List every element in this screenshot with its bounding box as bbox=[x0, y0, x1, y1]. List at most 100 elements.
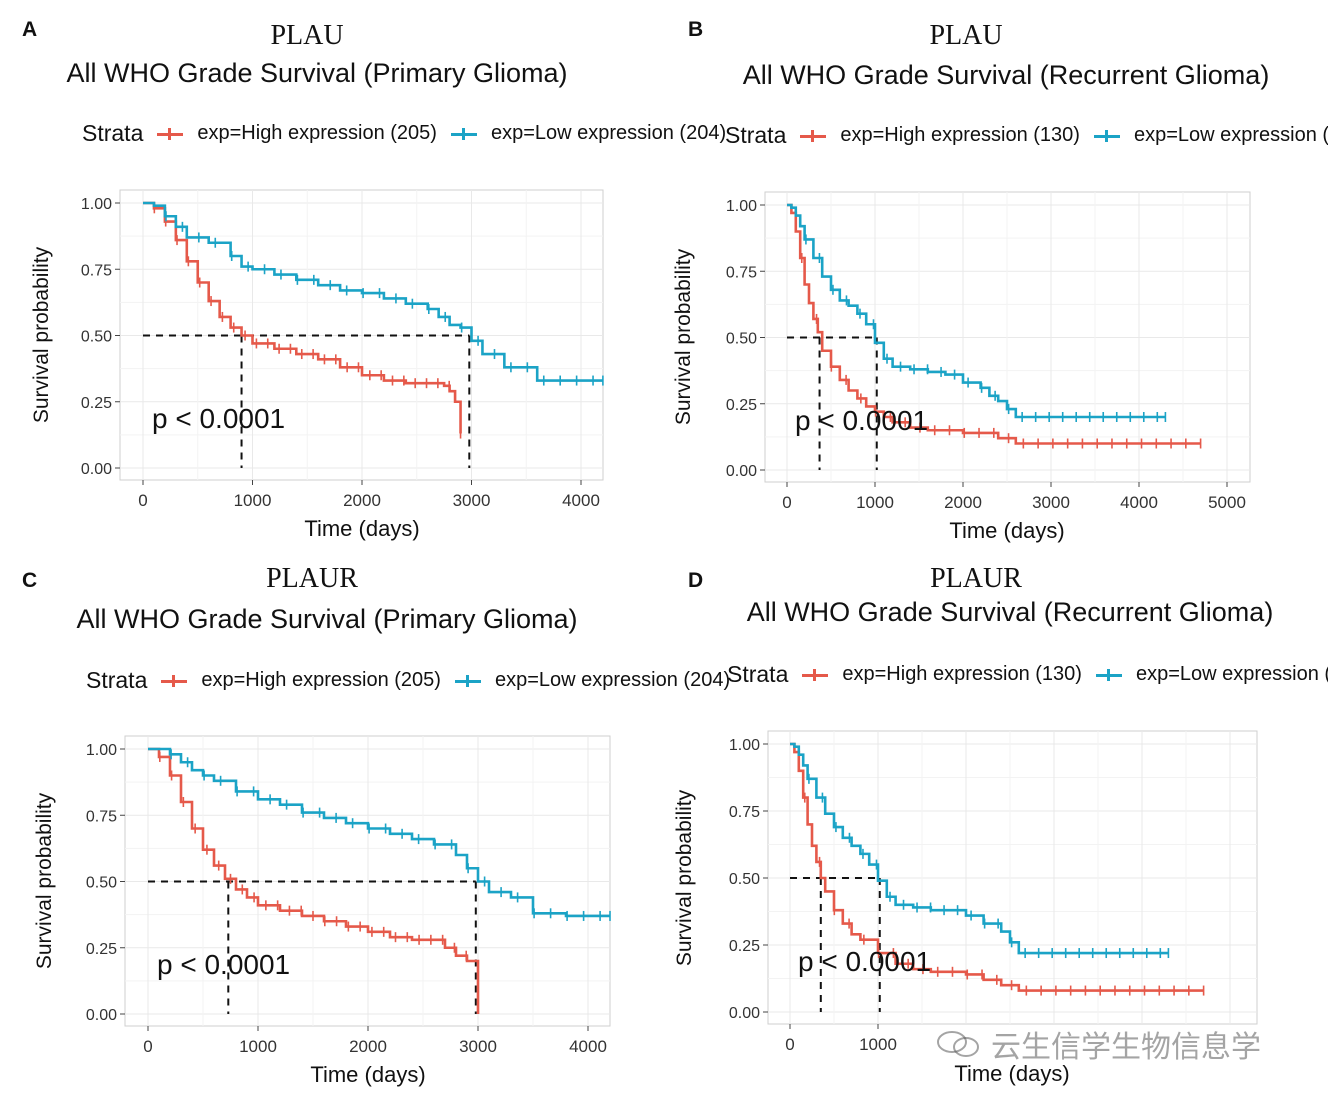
x-tick-label: 5000 bbox=[1208, 493, 1246, 512]
series-line-high bbox=[787, 203, 1201, 445]
gene-title: PLAUR bbox=[930, 563, 1022, 594]
legend-low-label: exp=Low expression (129) bbox=[1133, 124, 1328, 146]
legend-high-label: exp=High expression (205) bbox=[201, 669, 441, 691]
legend: Strata exp=High expression (130) exp=Low… bbox=[727, 661, 1328, 688]
legend-high-key bbox=[161, 674, 188, 688]
series-line-low bbox=[790, 742, 1169, 955]
y-tick-label: 0.50 bbox=[81, 329, 112, 346]
y-tick-label: 0.25 bbox=[726, 397, 757, 414]
gene-title: PLAU bbox=[270, 20, 344, 51]
panel-a: A PLAU All WHO Grade Survival (Primary G… bbox=[0, 0, 726, 551]
x-tick-label: 4000 bbox=[1120, 493, 1158, 512]
legend-high-label: exp=High expression (130) bbox=[842, 663, 1082, 685]
plot-title: All WHO Grade Survival (Primary Glioma) bbox=[66, 58, 568, 88]
panel-label: D bbox=[688, 569, 704, 592]
y-tick-label: 0.00 bbox=[86, 1007, 117, 1024]
legend-high-key bbox=[802, 668, 829, 682]
chart-0: 0.00 0.25 0.50 0.75 1.00 0 1000 2000 3000 4000 Tim… bbox=[30, 189, 604, 541]
legend-high-label: exp=High expression (205) bbox=[197, 122, 437, 144]
wechat-icon bbox=[937, 1031, 979, 1057]
x-tick-label: 2000 bbox=[343, 491, 381, 510]
y-tick-label: 0.50 bbox=[726, 331, 757, 348]
y-tick-label: 0.25 bbox=[729, 938, 760, 955]
y-tick-label: 1.00 bbox=[86, 742, 117, 759]
legend-strata-label: Strata bbox=[82, 120, 144, 146]
watermark: 云生信学生物信息学 bbox=[935, 1022, 1261, 1066]
legend-high-key bbox=[800, 129, 827, 143]
plot-title: All WHO Grade Survival (Primary Glioma) bbox=[76, 604, 578, 634]
y-axis-title: Survival probability bbox=[30, 246, 53, 423]
x-tick-label: 1000 bbox=[234, 491, 272, 510]
x-tick-label: 3000 bbox=[459, 1037, 497, 1056]
y-tick-label: 0.50 bbox=[86, 875, 117, 892]
y-tick-label: 0.00 bbox=[729, 1005, 760, 1022]
x-axis-title: Time (days) bbox=[310, 1062, 425, 1087]
x-tick-label: 0 bbox=[143, 1037, 152, 1056]
y-tick-label: 1.00 bbox=[81, 196, 112, 213]
x-tick-label: 2000 bbox=[349, 1037, 387, 1056]
panel-b: B PLAU All WHO Grade Survival (Recurrent… bbox=[664, 0, 1328, 551]
chart-3: 0.00 0.25 0.50 0.75 1.00 0 1000 Time (days) Surv… bbox=[673, 730, 1258, 1086]
y-tick-label: 0.75 bbox=[86, 808, 117, 825]
panel-c: C PLAUR All WHO Grade Survival (Primary … bbox=[0, 551, 730, 1102]
panel-label: B bbox=[688, 18, 704, 41]
legend-high-key bbox=[157, 127, 184, 141]
y-tick-label: 0.75 bbox=[729, 804, 760, 821]
y-tick-label: 0.50 bbox=[729, 871, 760, 888]
legend-strata-label: Strata bbox=[727, 661, 789, 687]
p-value-label: p < 0.0001 bbox=[157, 949, 290, 980]
legend-low-key bbox=[1095, 668, 1122, 682]
legend-low-label: exp=Low expression (204) bbox=[494, 669, 731, 691]
y-tick-label: 1.00 bbox=[726, 198, 757, 215]
x-tick-label: 4000 bbox=[562, 491, 600, 510]
p-value-label: p < 0.0001 bbox=[152, 403, 285, 434]
chart-1: 0.00 0.25 0.50 0.75 1.00 0 1000 2000 3000 4000 500… bbox=[672, 191, 1251, 543]
legend: Strata exp=High expression (130) exp=Low… bbox=[725, 122, 1328, 149]
legend-low-key bbox=[1093, 129, 1120, 143]
y-axis-title: Survival probability bbox=[33, 792, 56, 969]
y-tick-label: 0.25 bbox=[81, 395, 112, 412]
y-axis-title: Survival probability bbox=[673, 789, 696, 966]
y-axis-title: Survival probability bbox=[672, 248, 695, 425]
x-tick-label: 4000 bbox=[569, 1037, 607, 1056]
x-tick-label: 0 bbox=[785, 1035, 794, 1054]
legend: Strata exp=High expression (205) exp=Low… bbox=[82, 120, 740, 147]
legend: Strata exp=High expression (205) exp=Low… bbox=[86, 667, 744, 694]
x-axis-title: Time (days) bbox=[949, 518, 1064, 543]
gene-title: PLAU bbox=[929, 20, 1003, 51]
x-tick-label: 1000 bbox=[859, 1035, 897, 1054]
legend-strata-label: Strata bbox=[86, 667, 148, 693]
panel-d: D PLAUR All WHO Grade Survival (Recurren… bbox=[664, 551, 1328, 1102]
legend-low-key bbox=[454, 674, 481, 688]
x-tick-label: 3000 bbox=[1032, 493, 1070, 512]
legend-low-label: exp=Low expression (204) bbox=[490, 122, 727, 144]
p-value-label: p < 0.0001 bbox=[795, 405, 928, 436]
x-axis-title: Time (days) bbox=[954, 1061, 1069, 1086]
y-tick-label: 0.75 bbox=[81, 262, 112, 279]
y-tick-label: 0.00 bbox=[726, 463, 757, 480]
y-tick-label: 0.75 bbox=[726, 264, 757, 281]
series-line-high bbox=[790, 742, 1204, 992]
legend-high-label: exp=High expression (130) bbox=[840, 124, 1080, 146]
y-tick-label: 0.00 bbox=[81, 461, 112, 478]
gene-title: PLAUR bbox=[266, 563, 358, 594]
p-value-label: p < 0.0001 bbox=[798, 946, 931, 977]
panel-label: C bbox=[22, 569, 38, 592]
panel-label: A bbox=[22, 18, 38, 41]
x-axis-title: Time (days) bbox=[304, 516, 419, 541]
chart-2: 0.00 0.25 0.50 0.75 1.00 0 1000 2000 3000 4000 Tim… bbox=[33, 735, 611, 1087]
legend-low-key bbox=[450, 127, 477, 141]
x-tick-label: 3000 bbox=[453, 491, 491, 510]
legend-low-label: exp=Low expression (129) bbox=[1135, 663, 1328, 685]
y-tick-label: 1.00 bbox=[729, 737, 760, 754]
x-tick-label: 0 bbox=[138, 491, 147, 510]
legend-strata-label: Strata bbox=[725, 122, 787, 148]
series-line-low bbox=[148, 747, 610, 918]
x-tick-label: 2000 bbox=[944, 493, 982, 512]
plot-title: All WHO Grade Survival (Recurrent Glioma… bbox=[742, 60, 1270, 90]
series-line-high bbox=[143, 201, 462, 434]
watermark-text: 云生信学生物信息学 bbox=[991, 1031, 1261, 1064]
series-line-low bbox=[143, 201, 603, 382]
plot-title: All WHO Grade Survival (Recurrent Glioma… bbox=[746, 597, 1274, 627]
